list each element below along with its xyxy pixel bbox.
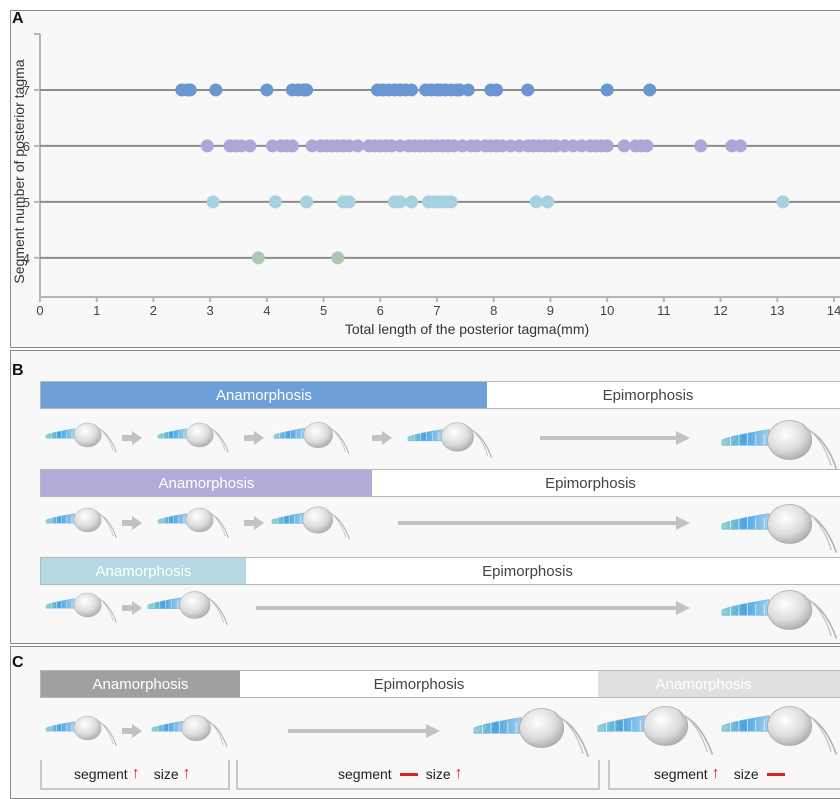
- data-point: [404, 83, 418, 97]
- x-tick-label: 13: [770, 303, 784, 318]
- epimorphosis-segment-3: Epimorphosis: [482, 562, 573, 580]
- anamorphosis-segment-2: Anamorphosis: [41, 470, 372, 496]
- data-point: [461, 83, 475, 97]
- timeline-bar-3: Anamorphosis Epimorphosis: [40, 557, 840, 585]
- segment-label: segment: [338, 766, 392, 782]
- segment-label: segment: [654, 766, 708, 782]
- data-point: [643, 83, 657, 97]
- data-point: [268, 195, 282, 209]
- x-tick-label: 11: [657, 303, 671, 318]
- y-tick-label: 6: [23, 139, 30, 154]
- data-point: [694, 139, 708, 153]
- data-point: [183, 83, 197, 97]
- size-label: size: [425, 766, 451, 782]
- x-tick-label: 4: [263, 303, 270, 318]
- panel-b-label: B: [12, 362, 24, 379]
- up-arrow-icon: ↑: [182, 765, 191, 782]
- data-point: [206, 195, 220, 209]
- growth-label-3: segment ↑ size: [654, 765, 789, 783]
- x-axis-label: Total length of the posterior tagma(mm): [345, 321, 589, 337]
- growth-label-1: segment ↑ size ↑: [74, 765, 191, 783]
- data-point: [300, 83, 314, 97]
- data-point: [404, 195, 418, 209]
- data-point: [776, 195, 790, 209]
- x-tick-label: 7: [433, 303, 440, 318]
- x-tick-label: 9: [547, 303, 554, 318]
- segment-label: segment: [74, 766, 128, 782]
- epimorphosis-segment-1: Epimorphosis: [602, 386, 694, 404]
- bracket-phase-1: [40, 760, 230, 790]
- data-point: [393, 195, 407, 209]
- data-point: [600, 83, 614, 97]
- size-label: size: [733, 766, 759, 782]
- bracket-phase-3: [608, 760, 840, 790]
- x-tick-label: 14: [827, 303, 840, 318]
- timeline-bar-c: Anamorphosis Epimorphosis Anamorphosis: [40, 670, 840, 698]
- panel-c-label: C: [12, 654, 24, 671]
- data-point: [251, 251, 265, 265]
- anamorphosis-segment-1: Anamorphosis: [41, 382, 487, 408]
- bracket-phase-2: [236, 760, 600, 790]
- anamorphosis-segment-3: Anamorphosis: [41, 558, 246, 584]
- y-tick-label: 7: [23, 83, 30, 98]
- x-tick-label: 2: [150, 303, 157, 318]
- data-point: [490, 83, 504, 97]
- up-arrow-icon: ↑: [711, 765, 720, 782]
- data-point: [200, 139, 214, 153]
- no-change-dash-icon: [399, 772, 418, 776]
- data-point: [733, 139, 747, 153]
- y-axis-label: Segment number of posterior tagma: [11, 59, 27, 283]
- x-tick-label: 10: [600, 303, 614, 318]
- timeline-bar-1: Anamorphosis Epimorphosis: [40, 381, 840, 409]
- x-tick-label: 0: [36, 303, 43, 318]
- growth-label-2: segment size ↑: [338, 765, 463, 783]
- data-point: [529, 195, 543, 209]
- x-tick-label: 3: [207, 303, 214, 318]
- epimorphosis-segment-2: Epimorphosis: [545, 474, 636, 492]
- x-tick-label: 5: [320, 303, 327, 318]
- x-tick-label: 6: [377, 303, 384, 318]
- x-tick-label: 12: [713, 303, 727, 318]
- data-point: [351, 139, 365, 153]
- up-arrow-icon: ↑: [454, 765, 463, 782]
- data-point: [444, 195, 458, 209]
- anamorphosis-phase-3: Anamorphosis: [598, 671, 840, 697]
- panel-a: [10, 10, 840, 348]
- size-label: size: [153, 766, 179, 782]
- timeline-bar-2: Anamorphosis Epimorphosis: [40, 469, 840, 497]
- anamorphosis-phase-1: Anamorphosis: [41, 671, 240, 697]
- data-point: [260, 83, 274, 97]
- panel-a-label: A: [12, 10, 24, 27]
- data-point: [640, 139, 654, 153]
- no-change-dash-icon: [766, 772, 785, 776]
- data-point: [331, 251, 345, 265]
- data-point: [209, 83, 223, 97]
- data-point: [600, 139, 614, 153]
- x-tick-label: 8: [490, 303, 497, 318]
- x-tick-label: 1: [93, 303, 100, 318]
- y-tick-label: 5: [23, 195, 30, 210]
- data-point: [617, 139, 631, 153]
- y-tick-label: 4: [23, 251, 30, 266]
- data-point: [243, 139, 257, 153]
- data-point: [541, 195, 555, 209]
- epimorphosis-phase-2: Epimorphosis: [373, 675, 465, 693]
- up-arrow-icon: ↑: [131, 765, 140, 782]
- data-point: [342, 195, 356, 209]
- data-point: [300, 195, 314, 209]
- data-point: [521, 83, 535, 97]
- data-point: [285, 139, 299, 153]
